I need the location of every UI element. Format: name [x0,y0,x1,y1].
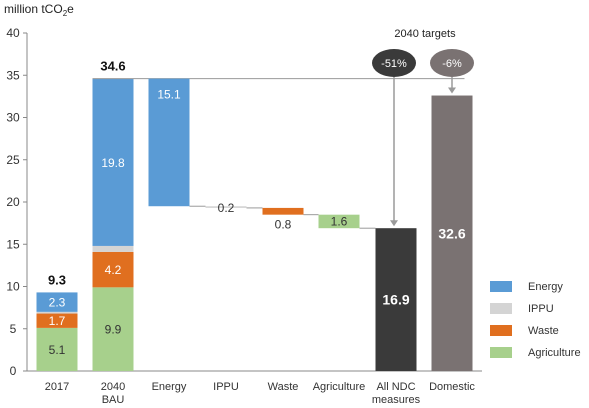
bar-segment-ippu [36,311,78,314]
legend-label: Agriculture [528,347,581,359]
y-tick-label: 40 [6,26,20,40]
y-tick-label: 20 [6,195,20,209]
total-bar [375,228,417,371]
data-label: 0.8 [275,218,292,232]
bar-segment-agriculture [36,327,78,371]
data-label: 2.3 [49,296,66,310]
x-category-label: measures [372,394,421,406]
y-tick-label: 5 [10,322,17,336]
legend-swatch [490,325,512,336]
data-label: 5.1 [49,343,66,357]
data-label: 1.7 [49,314,66,328]
target-badge-label: -6% [442,58,462,70]
reduction-bar-ippu [205,206,247,208]
x-category-label: Energy [152,381,187,393]
data-label: 19.8 [101,156,125,170]
data-label: 1.6 [331,214,348,228]
y-tick-label: 0 [10,364,17,378]
data-label: 9.9 [105,323,122,337]
x-category-label: BAU [102,394,125,406]
target-badge [372,49,416,77]
total-label: 16.9 [382,292,409,308]
reduction-bar-waste [262,207,304,215]
x-category-label: Agriculture [313,381,366,393]
targets-title: 2040 targets [394,28,456,40]
y-tick-label: 30 [6,111,20,125]
bar-segment-waste [92,251,134,288]
bar-segment-waste [36,313,78,328]
target-arrow-head [448,87,456,94]
legend-label: Energy [528,281,563,293]
total-label: 32.6 [438,225,465,241]
x-category-label: IPPU [213,381,239,393]
reduction-bar-agriculture [318,214,360,229]
bar-segment-energy [36,292,78,312]
legend-swatch [490,303,512,314]
bar-total-label: 9.3 [48,272,66,287]
y-tick-label: 10 [6,280,20,294]
legend-label: IPPU [528,303,554,315]
y-tick-label: 25 [6,153,20,167]
reduction-bar-energy [148,78,190,207]
bar-segment-ippu [92,245,134,252]
x-category-label: 2017 [45,381,69,393]
data-label: 4.2 [105,263,122,277]
x-category-label: All NDC [376,381,415,393]
legend-label: Waste [528,325,559,337]
y-tick-label: 15 [6,237,20,251]
target-badge-label: -51% [381,58,407,70]
x-category-label: 2040 [101,381,125,393]
data-label: 0.2 [218,201,235,215]
target-arrow-head [390,220,398,227]
y-axis-label: million tCO2e [4,2,74,18]
y-tick-label: 35 [6,68,20,82]
legend-swatch [490,347,512,358]
legend-swatch [490,281,512,292]
bar-segment-energy [92,78,134,246]
total-bar [431,95,473,371]
bar-segment-agriculture [92,287,134,371]
bar-total-label: 34.6 [100,59,125,74]
data-label: 15.1 [157,88,181,102]
x-category-label: Waste [268,381,299,393]
x-category-label: Domestic [429,381,475,393]
target-badge [430,49,474,77]
